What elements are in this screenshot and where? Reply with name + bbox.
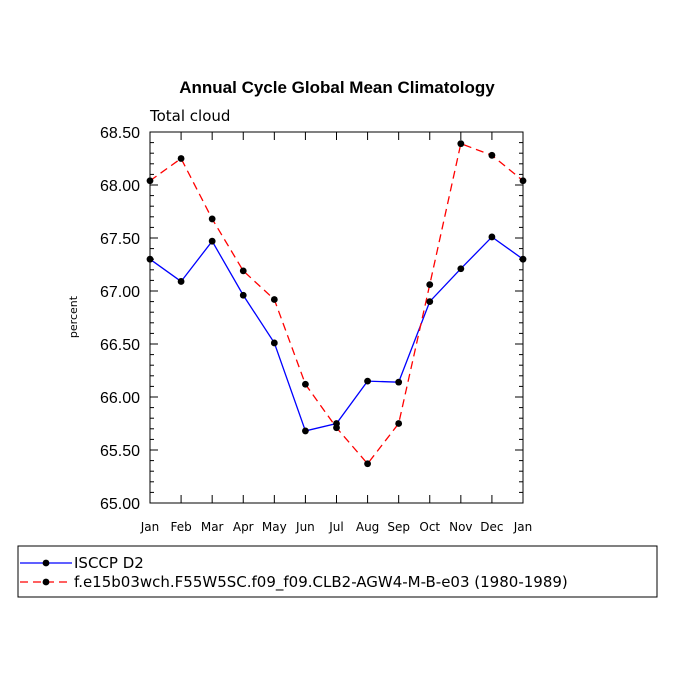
x-tick-label: Apr [233, 520, 254, 534]
chart-subtitle: Total cloud [149, 107, 230, 125]
x-tick-label: Jun [295, 520, 315, 534]
data-point-series-1 [395, 378, 403, 386]
y-tick-label: 67.00 [100, 284, 140, 301]
x-tick-label: Dec [480, 520, 503, 534]
data-point-series-2 [488, 151, 496, 159]
x-tick-label: Nov [449, 520, 472, 534]
data-point-series-1 [239, 291, 247, 299]
chart-title: Annual Cycle Global Mean Climatology [179, 78, 495, 97]
x-tick-label: Jan [140, 520, 160, 534]
data-point-series-2 [177, 155, 185, 162]
data-point-series-2 [302, 380, 309, 388]
data-point-series-2 [395, 420, 403, 427]
x-tick-label: Jul [328, 520, 343, 534]
legend-marker-1 [42, 559, 50, 567]
data-point-series-1 [146, 255, 154, 263]
x-tick-label: Oct [419, 520, 440, 534]
x-tick-label: Jan [513, 520, 533, 534]
data-point-series-1 [488, 233, 496, 241]
x-tick-label: May [262, 520, 287, 534]
data-point-series-2 [333, 424, 340, 432]
x-tick-label: Aug [356, 520, 379, 534]
y-tick-label: 65.50 [100, 443, 140, 460]
legend-label-2: f.e15b03wch.F55W5SC.f09_f09.CLB2-AGW4-M-… [74, 573, 568, 592]
x-tick-label: Sep [387, 520, 410, 534]
x-tick-label: Feb [170, 520, 191, 534]
data-point-series-1 [426, 298, 434, 305]
series-line-2 [149, 142, 524, 465]
data-point-series-2 [364, 460, 371, 468]
y-tick-label: 67.50 [100, 231, 140, 248]
legend-marker-2 [42, 578, 50, 586]
data-point-series-2 [239, 267, 247, 275]
y-axis-label: percent [67, 295, 80, 338]
data-point-series-2 [426, 281, 434, 289]
y-tick-label: 68.50 [100, 125, 140, 142]
series-line-1 [149, 236, 524, 432]
data-point-series-2 [519, 177, 527, 185]
data-point-series-2 [146, 177, 154, 185]
legend-box [17, 545, 658, 598]
data-point-series-1 [302, 427, 309, 435]
data-point-series-1 [519, 255, 527, 263]
y-tick-label: 66.50 [100, 337, 140, 354]
data-point-series-1 [457, 265, 465, 273]
data-point-series-2 [270, 296, 278, 303]
data-point-series-1 [364, 377, 371, 385]
data-point-series-2 [457, 140, 465, 148]
data-point-series-1 [208, 237, 216, 245]
data-point-series-1 [270, 339, 278, 347]
legend-label-1: ISCCP D2 [74, 554, 144, 572]
y-tick-label: 68.00 [100, 178, 140, 195]
y-tick-label: 65.00 [100, 496, 140, 513]
y-tick-label: 66.00 [100, 390, 140, 407]
data-point-series-1 [177, 278, 185, 285]
plot-frame [149, 131, 524, 504]
data-point-series-2 [208, 215, 216, 223]
x-tick-label: Mar [201, 520, 224, 534]
